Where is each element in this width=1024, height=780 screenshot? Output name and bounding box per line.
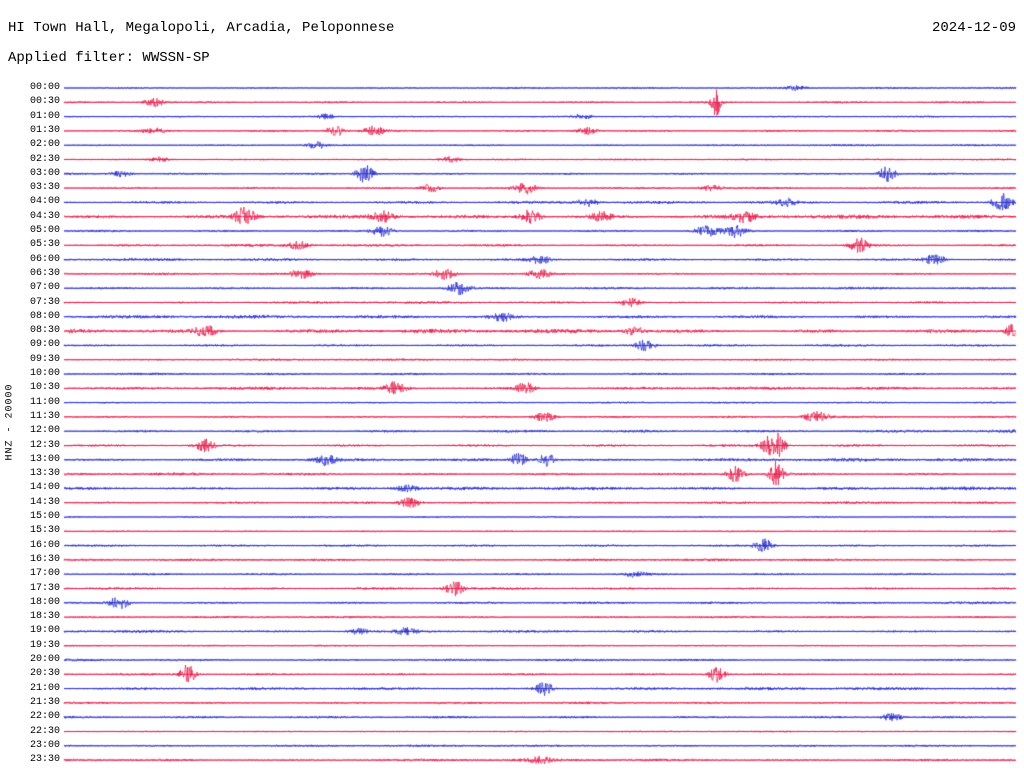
time-label: 08:30 [29, 325, 60, 337]
time-label: 18:30 [29, 611, 60, 623]
time-axis: 00:00 00:30 01:00 01:30 02:00 02:30 03:00 03:30… [0, 0, 62, 780]
time-label: 02:00 [29, 139, 60, 151]
time-label: 02:30 [29, 153, 60, 165]
time-label: 12:00 [29, 425, 60, 437]
time-label: 01:30 [29, 124, 60, 136]
time-label: 19:00 [29, 625, 60, 637]
time-label: 22:30 [29, 725, 60, 737]
time-label: 05:00 [29, 225, 60, 236]
time-label: 01:00 [29, 110, 60, 122]
time-label: 07:30 [29, 296, 60, 308]
date-label: 2024-12-09 [931, 20, 1016, 36]
time-label: 11:00 [29, 396, 60, 408]
time-label: 15:00 [29, 511, 60, 522]
time-label: 23:00 [29, 739, 60, 751]
time-label: 21:00 [29, 682, 60, 694]
time-label: 13:30 [29, 468, 60, 480]
time-label: 20:00 [29, 654, 60, 665]
time-label: 15:30 [29, 525, 60, 537]
time-label: 10:00 [29, 368, 60, 379]
time-label: 17:30 [29, 582, 60, 594]
time-label: 19:30 [29, 639, 60, 651]
time-label: 03:30 [29, 182, 60, 194]
time-label: 06:30 [29, 267, 60, 279]
time-label: 10:30 [29, 382, 60, 394]
time-label: 07:00 [29, 282, 60, 294]
station-title: HI Town Hall, Megalopoli, Arcadia, Pelop… [8, 20, 395, 36]
time-label: 14:00 [29, 482, 60, 494]
time-label: 14:30 [29, 496, 60, 508]
time-label: 05:30 [29, 239, 60, 251]
time-label: 13:00 [29, 453, 60, 465]
time-label: 04:00 [29, 196, 60, 208]
time-label: 06:00 [29, 253, 60, 265]
time-label: 20:30 [29, 668, 60, 680]
time-label: 16:00 [29, 539, 60, 551]
time-label: 16:30 [29, 553, 60, 565]
time-label: 17:00 [29, 568, 60, 580]
time-label: 12:30 [29, 439, 60, 451]
time-label: 08:00 [29, 310, 60, 322]
time-label: 00:00 [29, 82, 60, 93]
time-label: 00:30 [29, 96, 60, 108]
time-label: 09:00 [29, 339, 60, 351]
time-label: 22:00 [29, 711, 60, 723]
time-label: 04:30 [29, 210, 60, 222]
time-label: 09:30 [29, 353, 60, 365]
time-label: 03:00 [29, 167, 60, 179]
time-label: 18:00 [29, 596, 60, 608]
time-label: 11:30 [29, 410, 60, 422]
filter-label: Applied filter: WWSSN-SP [8, 50, 210, 66]
time-label: 23:30 [29, 754, 60, 766]
time-label: 21:30 [29, 696, 60, 708]
